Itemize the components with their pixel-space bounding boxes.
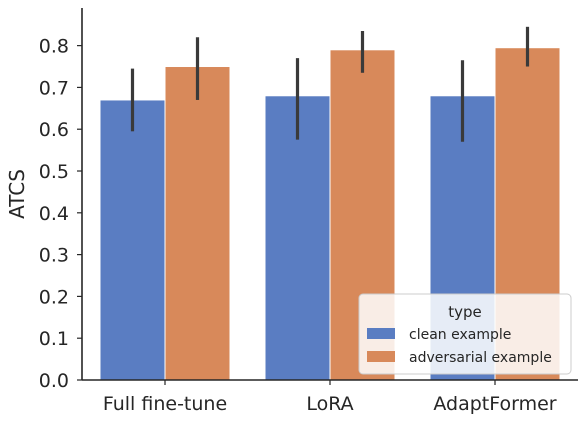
y-tick-label: 0.7 (39, 77, 69, 99)
y-tick-label: 0.3 (39, 245, 69, 267)
x-tick-label: AdaptFormer (433, 393, 556, 415)
y-axis-label: ATCS (5, 169, 29, 219)
legend-label-clean: clean example (409, 327, 511, 343)
legend-box (358, 293, 572, 375)
legend-title: type (448, 303, 482, 321)
bar-0-0 (99, 99, 166, 381)
x-tick-label: LoRA (306, 393, 353, 415)
y-tick-label: 0.1 (39, 328, 69, 350)
legend: type clean example adversarial example (358, 293, 572, 375)
x-tick-label: Full fine-tune (103, 393, 227, 415)
y-tick-label: 0.4 (39, 203, 69, 225)
y-tick-label: 0.2 (39, 286, 69, 308)
legend-label-adversarial: adversarial example (409, 350, 552, 366)
y-tick-label: 0.8 (39, 36, 69, 58)
x-ticks-layer: Full fine-tune LoRA AdaptFormer (103, 380, 557, 415)
legend-swatch-clean (367, 328, 395, 339)
bar-1-0 (164, 66, 231, 381)
y-tick-label: 0.6 (39, 119, 69, 141)
legend-swatch-adversarial (367, 351, 395, 362)
bar-0-1 (264, 95, 331, 381)
y-tick-label: 0.5 (39, 161, 69, 183)
y-ticks-layer: 0.0 0.1 0.2 0.3 0.4 0.5 0.6 0.7 0.8 (39, 36, 82, 392)
error-bars-layer (130, 26, 530, 142)
y-tick-label: 0.0 (39, 370, 69, 392)
